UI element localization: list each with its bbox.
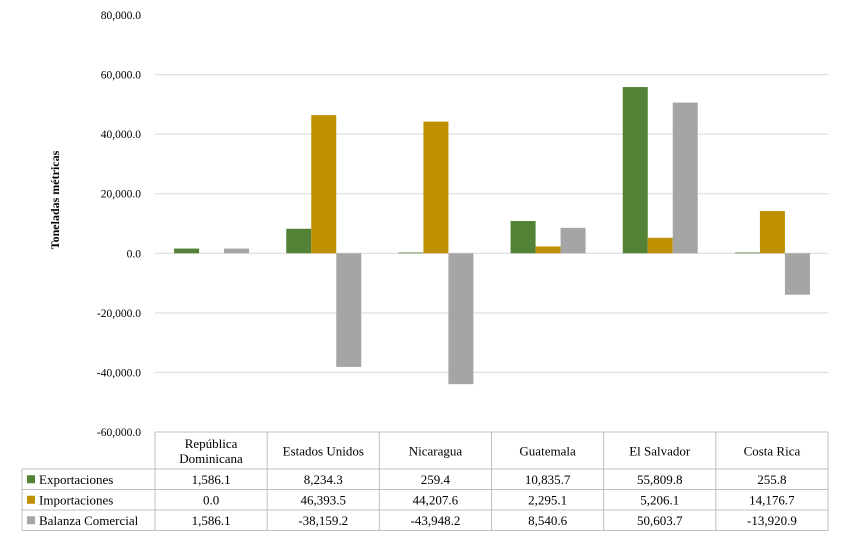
bar-importaciones [647,237,673,254]
data-label: -13,920.9 [747,513,797,528]
bar-exportaciones [622,87,648,254]
y-tick-label: 80,000.0 [101,10,142,22]
data-label: 14,176.7 [749,492,795,507]
bar-importaciones [535,246,561,254]
data-label: 50,603.7 [637,513,683,528]
legend-label-exportaciones: Exportaciones [39,472,113,487]
data-label: 2,295.1 [528,492,567,507]
data-label: 5,206.1 [640,492,679,507]
y-tick-label: 40,000.0 [101,129,142,141]
category-label: Costa Rica [744,444,801,459]
data-label: 8,540.6 [528,513,568,528]
data-label: -38,159.2 [298,513,348,528]
bar-balanza-comercial [672,102,698,254]
data-label: 0.0 [203,492,219,507]
bar-balanza-comercial [448,253,474,385]
bars [174,87,810,385]
data-label: 1,586.1 [192,472,231,487]
y-tick-label: 60,000.0 [101,70,142,82]
category-label: Estados Unidos [283,444,364,459]
data-label: 44,207.6 [413,492,459,507]
bar-importaciones [423,121,449,254]
legend-key-importaciones [27,495,35,504]
data-label: 10,835.7 [525,472,571,487]
legend-key-balanza-comercial [27,516,35,525]
data-label: 1,586.1 [192,513,231,528]
legend-key-exportaciones [27,475,35,484]
data-label: 255.8 [757,472,786,487]
data-label: -43,948.2 [410,513,460,528]
y-tick-label: 20,000.0 [101,189,142,201]
y-axis-label: Toneladas métricas [48,150,62,249]
data-label: 259.4 [421,472,451,487]
data-label: 8,234.3 [304,472,343,487]
bar-exportaciones [510,221,536,254]
bar-balanza-comercial [224,248,250,254]
bar-balanza-comercial [784,253,810,295]
data-label: 55,809.8 [637,472,683,487]
bar-balanza-comercial [560,227,586,254]
category-label: Guatemala [519,444,576,459]
y-tick-label: -40,000.0 [97,367,141,379]
bar-exportaciones [174,248,200,254]
legend-label-importaciones: Importaciones [39,492,113,507]
data-label: 46,393.5 [301,492,347,507]
bar-exportaciones [734,252,760,254]
bar-exportaciones [286,228,312,254]
legend-label-balanza-comercial: Balanza Comercial [39,513,139,528]
y-tick-label: -60,000.0 [97,427,141,439]
category-label: Nicaragua [409,444,463,459]
y-tick-label: 0.0 [127,248,142,260]
bar-importaciones [759,211,785,254]
category-label: República [185,436,238,451]
bar-importaciones [311,115,337,254]
y-tick-label: -20,000.0 [97,308,141,320]
category-label: Dominicana [179,451,243,466]
category-label: El Salvador [629,444,691,459]
gridlines [155,74,828,373]
bar-balanza-comercial [336,253,362,367]
y-axis-ticks: 80,000.0 60,000.0 40,000.0 20,000.0 0.0 -20,0… [97,10,141,439]
bar-exportaciones [398,252,424,254]
